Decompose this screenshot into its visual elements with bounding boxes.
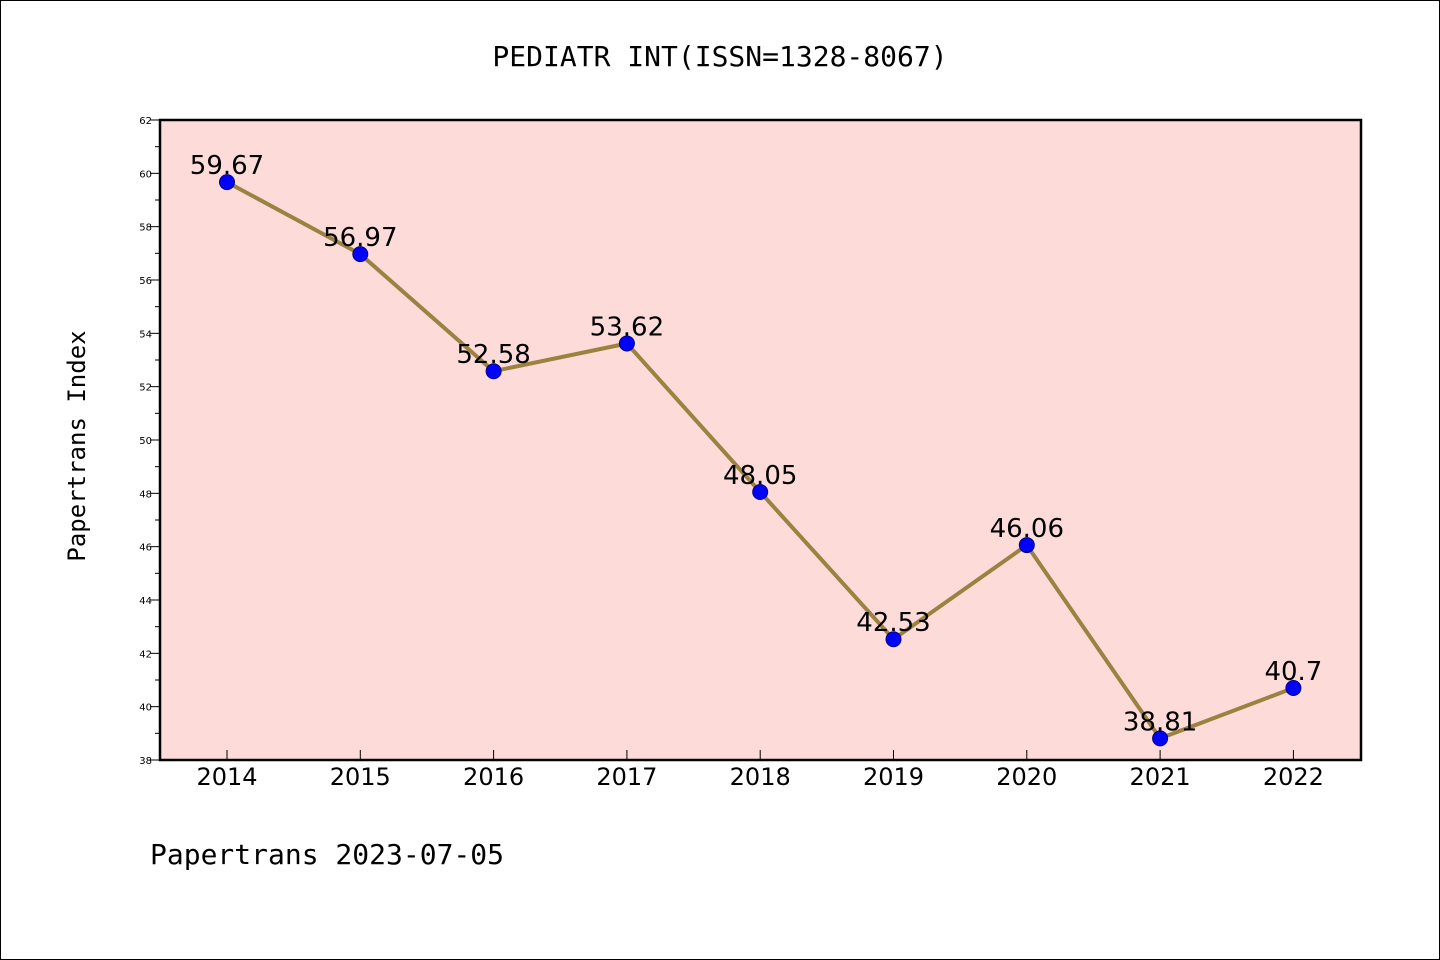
data-label: 56.97: [323, 223, 397, 253]
y-tick-label: 46: [139, 543, 152, 554]
plot-area: [160, 120, 1361, 760]
x-tick-label: 2016: [463, 763, 524, 791]
data-point: [885, 631, 902, 648]
y-axis-label: Papertrans Index: [63, 330, 91, 561]
y-tick-label: 42: [139, 649, 152, 660]
y-tick-label: 50: [139, 436, 152, 447]
data-point: [219, 174, 235, 191]
x-tick-label: 2018: [730, 763, 791, 791]
x-tick-label: 2015: [330, 763, 391, 791]
x-tick-label: 2014: [196, 763, 257, 791]
x-tick-label: 2020: [996, 763, 1057, 791]
y-tick-label: 38: [139, 756, 152, 767]
y-tick-label: 62: [139, 116, 152, 127]
data-label: 38.81: [1123, 707, 1197, 737]
data-label: 52.58: [456, 340, 530, 370]
data-label: 59.67: [190, 151, 264, 181]
x-tick-label: 2019: [863, 763, 924, 791]
x-axis-ticks: 2014 2015 2016 2017 2018 2019 2020 2021 2022: [196, 750, 1324, 791]
y-tick-label: 60: [139, 169, 152, 180]
y-tick-label: 54: [139, 329, 152, 340]
plot-border: [158, 118, 1363, 762]
x-tick-label: 2021: [1130, 763, 1191, 791]
data-point: [485, 363, 502, 380]
x-tick-label: 2022: [1263, 763, 1324, 791]
x-tick-label: 2017: [596, 763, 657, 791]
data-point: [752, 484, 769, 500]
data-label: 48.05: [723, 461, 797, 491]
data-point: [352, 246, 369, 263]
data-labels: 59.67 56.97 52.58 53.62 48.05 42.53 46.06 38.81…: [190, 151, 1323, 737]
data-markers: [219, 174, 1302, 747]
y-tick-label: 48: [139, 489, 152, 500]
data-point: [1285, 680, 1302, 696]
data-point: [1018, 537, 1035, 554]
data-label: 42.53: [856, 608, 930, 638]
data-label: 53.62: [590, 312, 664, 342]
y-tick-label: 40: [139, 703, 152, 714]
data-point: [1152, 730, 1169, 747]
data-label: 40.7: [1264, 657, 1322, 687]
y-tick-label: 52: [139, 383, 152, 394]
y-axis-ticks: 38 40 42 44 46 48 50 52 54 56 58 60 62: [139, 116, 160, 767]
footer-credit: Papertrans 2023-07-05: [150, 838, 504, 871]
data-label: 46.06: [990, 514, 1064, 544]
chart-title: PEDIATR INT(ISSN=1328-8067): [492, 40, 947, 73]
data-point: [618, 335, 635, 352]
y-tick-label: 44: [139, 596, 152, 607]
y-tick-label: 56: [139, 276, 152, 287]
y-tick-label: 58: [139, 223, 152, 234]
